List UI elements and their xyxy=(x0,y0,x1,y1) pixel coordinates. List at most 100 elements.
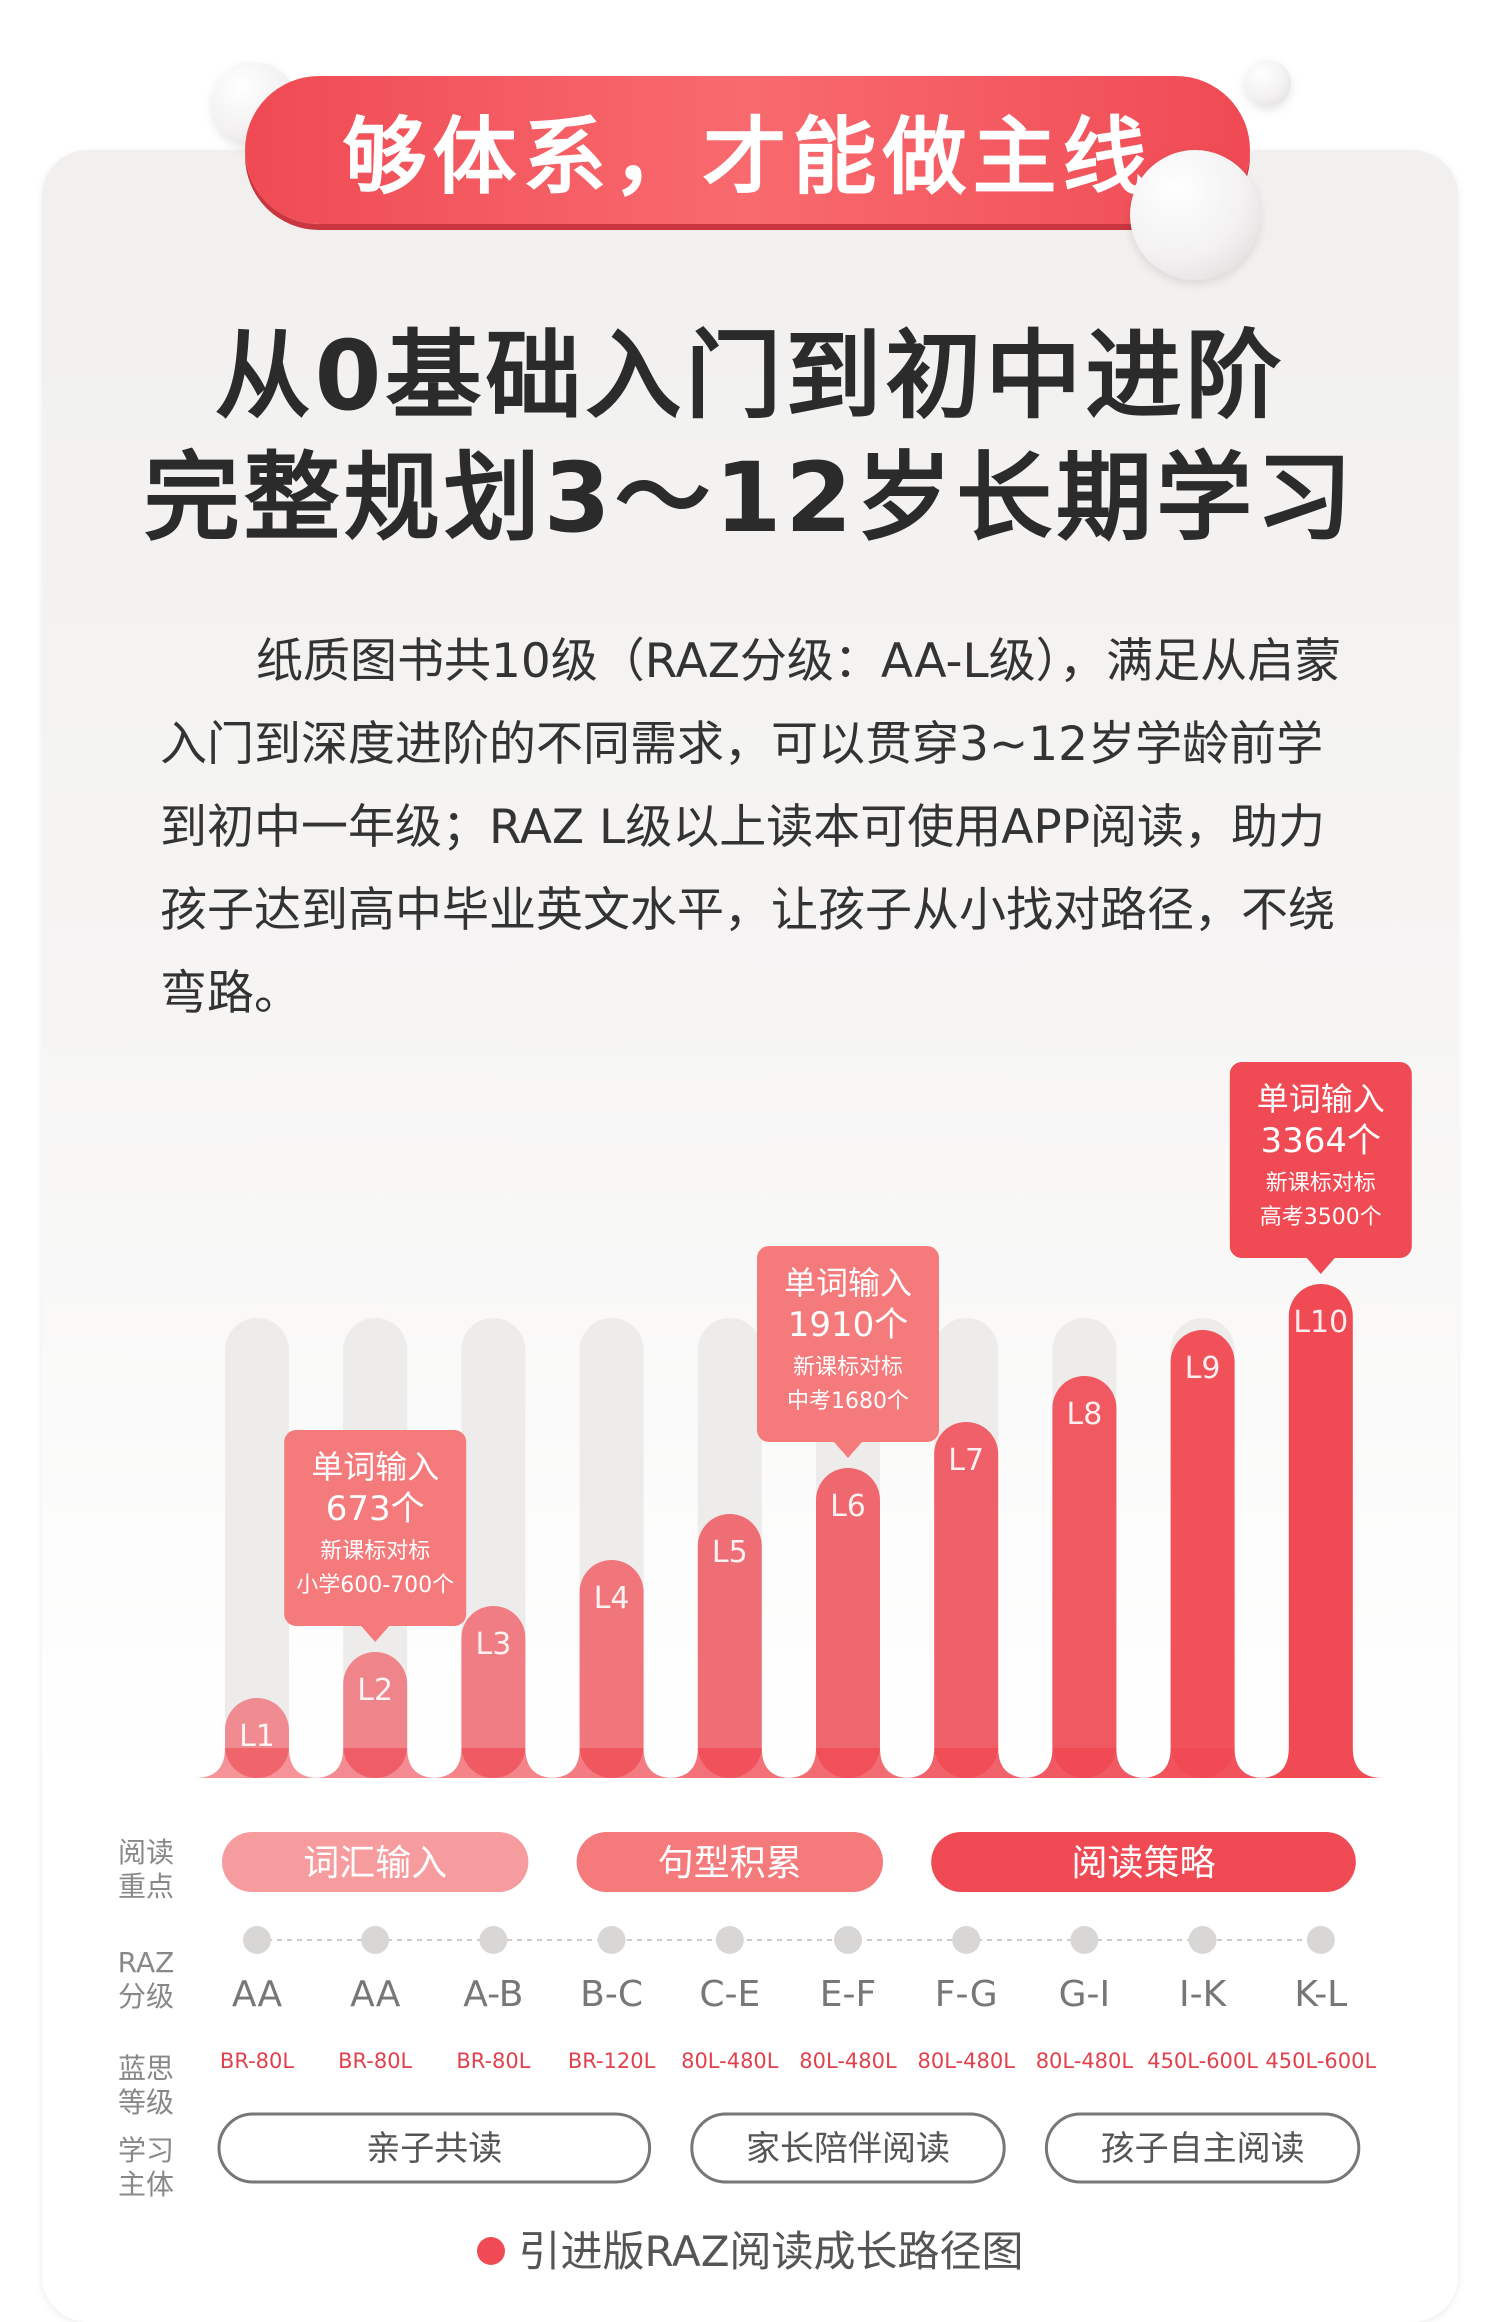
lexile-level-label: 80L-480L xyxy=(799,2049,897,2073)
callout-count: 673个 xyxy=(326,1489,425,1529)
bar-L5 xyxy=(697,1514,762,1778)
callout-note: 中考1680个 xyxy=(787,1389,909,1414)
callout-note: 高考3500个 xyxy=(1260,1205,1382,1230)
raz-dot xyxy=(243,1926,271,1954)
callout-title: 单词输入 xyxy=(784,1264,912,1302)
raz-dot xyxy=(715,1926,744,1954)
raz-dot xyxy=(1188,1926,1217,1954)
raz-level-label: C-E xyxy=(699,1974,760,2015)
row-label-subject: 主体 xyxy=(118,2168,174,2201)
banner: 够体系，才能做主线 xyxy=(245,76,1250,224)
row-label-raz: 分级 xyxy=(118,1980,174,2013)
raz-dot xyxy=(1070,1926,1099,1954)
legend-dot xyxy=(476,2236,505,2265)
bar-label: L10 xyxy=(1293,1305,1348,1340)
bar-label: L7 xyxy=(948,1443,984,1478)
raz-dot xyxy=(361,1926,390,1954)
focus-pill-label: 词汇输入 xyxy=(303,1843,447,1884)
raz-level-label: G-I xyxy=(1059,1974,1111,2015)
raz-dot xyxy=(1306,1926,1335,1954)
bar-L6 xyxy=(816,1468,880,1778)
lexile-level-label: BR-120L xyxy=(568,2049,656,2073)
lexile-level-label: BR-80L xyxy=(456,2049,530,2073)
callout-count: 3364个 xyxy=(1261,1121,1382,1161)
callout-count: 1910个 xyxy=(788,1305,909,1345)
callout-box xyxy=(284,1430,467,1626)
bar-L10 xyxy=(1288,1284,1353,1778)
raz-level-label: F-G xyxy=(935,1974,998,2015)
lexile-level-label: 80L-480L xyxy=(681,2049,779,2073)
bar-L4 xyxy=(579,1560,644,1778)
subject-pill xyxy=(217,2112,652,2184)
bar-label: L6 xyxy=(830,1489,866,1524)
raz-level-label: AA xyxy=(350,1974,401,2015)
row-label-lexile: 等级 xyxy=(118,2086,174,2119)
decor-ball-right xyxy=(1130,150,1260,280)
description-paragraph: 纸质图书共10级（RAZ分级：AA-L级），满足从启蒙入门到深度进阶的不同需求，… xyxy=(160,634,1342,1021)
callout-pointer xyxy=(834,1442,862,1458)
focus-pill xyxy=(222,1832,529,1892)
bar-label: L1 xyxy=(239,1719,275,1754)
lexile-level-label: 80L-480L xyxy=(1036,2049,1134,2073)
raz-level-label: A-B xyxy=(463,1974,523,2015)
callout-pointer xyxy=(361,1626,390,1642)
focus-pill xyxy=(931,1832,1356,1892)
bar-label: L9 xyxy=(1185,1351,1221,1386)
row-label-raz: RAZ xyxy=(118,1946,175,1979)
bar-L2 xyxy=(343,1652,408,1778)
subject-pill xyxy=(1044,2112,1361,2184)
raz-level-label: I-K xyxy=(1179,1974,1228,2015)
bar-label: L3 xyxy=(475,1627,511,1662)
bar-label: L2 xyxy=(357,1673,393,1708)
banner-text: 够体系，才能做主线 xyxy=(342,107,1153,206)
bar-label: L4 xyxy=(594,1581,630,1616)
callout-box xyxy=(757,1246,939,1442)
legend: 引进版RAZ阅读成长路径图 xyxy=(0,2218,1500,2279)
callout-note: 新课标对标 xyxy=(320,1539,430,1564)
subject-pill-label: 家长陪伴阅读 xyxy=(746,2129,950,2169)
callout-note: 小学600-700个 xyxy=(296,1573,454,1598)
bar-L9 xyxy=(1170,1330,1235,1778)
legend-label: 引进版RAZ阅读成长路径图 xyxy=(518,2227,1024,2276)
bar-L3 xyxy=(461,1606,526,1778)
title-line-1: 从0基础入门到初中进阶 xyxy=(214,320,1286,432)
lexile-level-label: BR-80L xyxy=(338,2049,412,2073)
subject-pill xyxy=(690,2112,1006,2184)
raz-dot xyxy=(952,1926,981,1954)
callout-pointer xyxy=(1306,1258,1335,1274)
callout-title: 单词输入 xyxy=(311,1448,439,1486)
bar-L1 xyxy=(225,1698,289,1778)
content-card xyxy=(42,150,1458,2322)
callout-note: 新课标对标 xyxy=(793,1355,903,1380)
bar-label: L8 xyxy=(1066,1397,1102,1432)
bar-label: L5 xyxy=(712,1535,748,1570)
title-line-2: 完整规划3～12岁长期学习 xyxy=(143,442,1357,554)
bar-L8 xyxy=(1052,1376,1117,1778)
raz-level-label: E-F xyxy=(820,1974,876,2015)
focus-pill xyxy=(576,1832,883,1892)
raz-level-label: AA xyxy=(232,1974,283,2015)
subject-pill-label: 亲子共读 xyxy=(366,2129,502,2169)
raz-dot xyxy=(834,1926,862,1954)
row-label-focus: 重点 xyxy=(118,1870,174,1903)
row-label-focus: 阅读 xyxy=(118,1836,174,1869)
row-label-lexile: 蓝思 xyxy=(118,2052,174,2085)
lexile-level-label: 450L-600L xyxy=(1265,2049,1376,2073)
row-label-subject: 学习 xyxy=(118,2134,174,2167)
bar-L7 xyxy=(934,1422,999,1778)
bar-track xyxy=(225,1318,289,1778)
subject-pill-label: 孩子自主阅读 xyxy=(1101,2129,1305,2169)
focus-pill-label: 阅读策略 xyxy=(1071,1843,1215,1884)
focus-pill-label: 句型积累 xyxy=(658,1843,802,1884)
callout-title: 单词输入 xyxy=(1257,1080,1385,1118)
raz-dot xyxy=(597,1926,626,1954)
lexile-level-label: BR-80L xyxy=(220,2049,294,2073)
lexile-level-label: 450L-600L xyxy=(1147,2049,1258,2073)
raz-level-label: B-C xyxy=(580,1974,643,2015)
decor-ball-top-right xyxy=(1245,60,1291,106)
lexile-level-label: 80L-480L xyxy=(917,2049,1015,2073)
callout-note: 新课标对标 xyxy=(1266,1171,1376,1196)
callout-box xyxy=(1229,1062,1412,1258)
raz-dot xyxy=(479,1926,508,1954)
